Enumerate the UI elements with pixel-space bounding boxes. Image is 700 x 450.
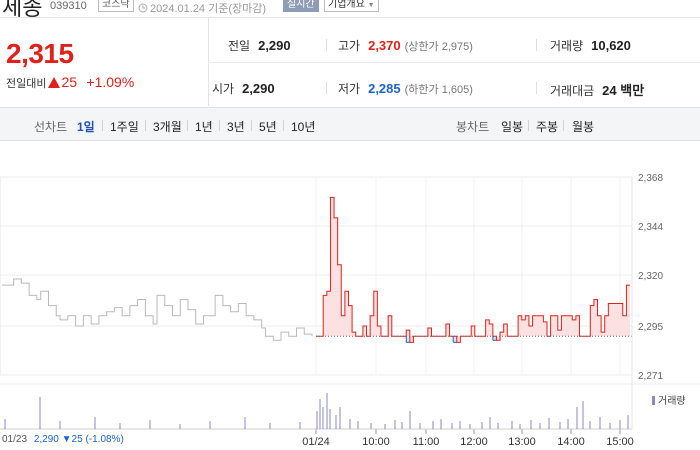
x-tick-label: 13:00	[508, 436, 536, 448]
period-1w[interactable]: 1주일	[110, 120, 139, 134]
stat-label: 저가	[338, 82, 361, 96]
x-tick-label: 10:00	[362, 436, 390, 448]
current-price: 2,315	[6, 38, 74, 69]
prev-day-summary: 01/23 2,290 ▼25 (-1.08%)	[2, 434, 124, 445]
candle-daily[interactable]: 일봉	[501, 120, 524, 134]
stat-value: 2,285	[368, 81, 401, 96]
period-3y[interactable]: 3년	[227, 120, 245, 134]
divider	[536, 39, 537, 51]
divider	[283, 120, 284, 131]
down-area-fill	[453, 336, 457, 343]
stat-value: 2,290	[242, 81, 275, 96]
y-tick-label: 2,320	[638, 271, 663, 282]
divider	[219, 120, 220, 131]
divider	[251, 120, 252, 131]
stat-volume: 거래량 10,620	[550, 37, 631, 54]
up-area-fill	[316, 197, 630, 343]
company-name: 세종	[2, 0, 43, 20]
volume-legend: 거래량	[652, 392, 686, 407]
x-tick-label: 14:00	[557, 436, 585, 448]
stock-code: 039310	[50, 0, 87, 12]
stat-high: 고가 2,370 (상한가 2,975)	[338, 37, 473, 54]
stat-label: 시가	[212, 82, 235, 96]
prev-day-line	[2, 278, 313, 341]
stat-low: 저가 2,285 (하한가 1,605)	[338, 80, 473, 97]
x-tick-label: 01/24	[302, 436, 330, 448]
today-line	[316, 196, 630, 343]
y-tick-label: 2,368	[638, 173, 663, 184]
divider	[187, 120, 188, 131]
company-info-label: 기업개요	[328, 0, 365, 10]
period-1y[interactable]: 1년	[195, 120, 213, 134]
divider	[0, 17, 700, 18]
divider	[102, 120, 103, 131]
chart-toolbar: 선차트 1일 1주일 3개월 1년 3년 5년 10년 봉차트 일봉 주봉 월봉	[0, 107, 700, 141]
clock-icon	[138, 3, 148, 13]
candle-monthly[interactable]: 월봉	[572, 120, 595, 134]
volume-legend-label: 거래량	[658, 396, 686, 407]
y-tick-label: 2,271	[638, 371, 663, 382]
realtime-button[interactable]: 실시간	[283, 0, 319, 12]
candle-chart-label: 봉차트	[456, 120, 490, 134]
stat-label: 전일	[228, 39, 251, 53]
stock-header: 세종 039310 코스닥 2024.01.24 기준(장마감) 실시간 기업개…	[0, 0, 700, 20]
market-badge: 코스닥	[98, 0, 134, 12]
company-info-dropdown[interactable]: 기업개요 ▼	[324, 0, 379, 12]
down-area-fill	[492, 336, 497, 341]
prev-percent: (-1.08%)	[85, 434, 124, 445]
period-5y[interactable]: 5년	[259, 120, 277, 134]
prev-change: ▼25	[61, 434, 83, 445]
lower-limit: (하한가 1,605)	[404, 84, 473, 96]
y-tick-label: 2,344	[638, 222, 663, 233]
change-value: 25	[61, 74, 78, 90]
change-percent: +1.09%	[86, 74, 135, 90]
stat-amount: 거래대금 24 백만	[550, 80, 644, 99]
change-label: 전일대비	[6, 78, 47, 90]
stat-label: 거래량	[550, 39, 584, 53]
period-1d[interactable]: 1일	[77, 120, 95, 134]
stat-value: 2,370	[368, 38, 401, 53]
divider	[326, 82, 327, 94]
divider	[145, 120, 146, 131]
divider	[208, 62, 700, 63]
up-triangle-icon	[48, 77, 61, 88]
y-tick-label: 2,295	[638, 322, 663, 333]
prev-price: 2,290	[33, 434, 59, 445]
x-tick-label: 12:00	[460, 436, 488, 448]
divider	[563, 120, 564, 131]
prev-date: 01/23	[2, 434, 28, 445]
divider	[536, 82, 537, 94]
stat-value: 24 백만	[602, 83, 645, 98]
candle-weekly[interactable]: 주봉	[536, 120, 559, 134]
down-area-fill	[406, 336, 410, 343]
stat-value: 10,620	[591, 38, 631, 53]
period-10y[interactable]: 10년	[291, 120, 316, 134]
stat-label: 거래대금	[550, 84, 595, 98]
line-chart-label: 선차트	[34, 120, 68, 134]
x-tick-label: 11:00	[413, 436, 440, 448]
stat-open: 시가 2,290	[212, 80, 275, 97]
period-3m[interactable]: 3개월	[153, 120, 182, 134]
price-change: 전일대비 25 +1.09%	[6, 74, 134, 91]
stat-label: 고가	[338, 39, 361, 53]
timestamp: 2024.01.24 기준(장마감)	[138, 0, 266, 16]
price-chart[interactable]: 2,368 2,344 2,320 2,295 2,271 01/24 10:00 11:00…	[0, 142, 700, 450]
timestamp-text: 2024.01.24 기준(장마감)	[150, 3, 267, 15]
stat-value: 2,290	[258, 38, 291, 53]
divider	[528, 120, 529, 131]
stat-prev-close: 전일 2,290	[228, 37, 291, 54]
divider	[326, 39, 327, 51]
chevron-down-icon: ▼	[367, 2, 375, 9]
volume-swatch	[652, 396, 655, 405]
x-tick-label: 15:00	[606, 436, 634, 448]
upper-limit: (상한가 2,975)	[404, 41, 473, 53]
